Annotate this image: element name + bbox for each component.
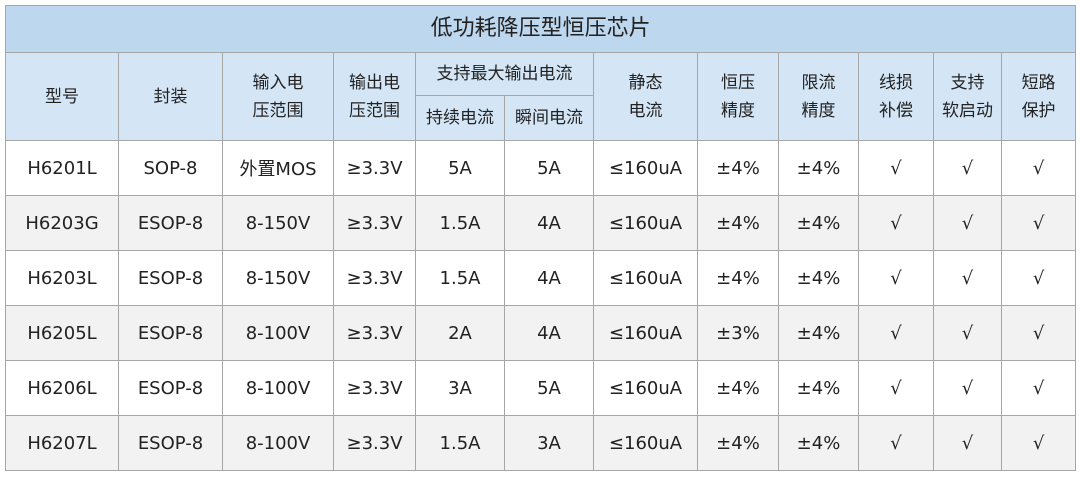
table-cell: 5A xyxy=(415,140,505,196)
data-row: H6203L ESOP-8 8-150V ≥3.3V 1.5A 4A ≤160uA ±4% ±4… xyxy=(5,250,1077,306)
table-cell: ≤160uA xyxy=(593,415,698,471)
table-cell: ESOP-8 xyxy=(118,360,223,416)
table-cell: ESOP-8 xyxy=(118,415,223,471)
table-cell: 4A xyxy=(504,305,594,361)
table-cell: SOP-8 xyxy=(118,140,223,196)
table-cell: H6201L xyxy=(5,140,119,196)
table-title: 低功耗降压型恒压芯片 xyxy=(4,5,1077,53)
table-cell: √ xyxy=(933,360,1002,416)
header-cell: 输入电 压范围 xyxy=(222,52,334,141)
data-row: H6206L ESOP-8 8-100V ≥3.3V 3A 5A ≤160uA ±4% ±4% √… xyxy=(5,360,1077,416)
header-cell: 静态 电流 xyxy=(593,52,698,141)
table-cell: H6205L xyxy=(5,305,119,361)
header-cell: 恒压 精度 xyxy=(697,52,779,141)
table-cell: H6203G xyxy=(5,195,119,251)
table-cell: ≥3.3V xyxy=(333,195,416,251)
table-cell: √ xyxy=(933,195,1002,251)
header-row: 持续电流 瞬间电流 xyxy=(6,95,1076,141)
table-cell: √ xyxy=(1000,140,1077,196)
header-cell: 持续电流 xyxy=(415,95,505,141)
table-cell: ESOP-8 xyxy=(118,195,223,251)
table-cell: ±4% xyxy=(697,195,779,251)
table-cell: 4A xyxy=(504,250,594,306)
table-cell: ESOP-8 xyxy=(118,305,223,361)
table-cell: √ xyxy=(858,250,934,306)
table-cell: ±4% xyxy=(778,360,859,416)
table-cell: √ xyxy=(858,415,934,471)
table-cell: 8-150V xyxy=(222,250,334,306)
table-cell: ±3% xyxy=(697,305,779,361)
table-cell: 4A xyxy=(504,195,594,251)
table-cell: ≥3.3V xyxy=(333,305,416,361)
header-cell: 型号 xyxy=(5,52,119,141)
table-cell: √ xyxy=(1000,195,1077,251)
header-row: 型号 封装 输入电 压范围 输出电 压范围 支持最大输出电流 静态 电流 恒压 精度 限流 精… xyxy=(5,52,1077,141)
table-cell: √ xyxy=(1000,305,1077,361)
table-cell: ±4% xyxy=(778,195,859,251)
table-cell: H6207L xyxy=(5,415,119,471)
header-cell: 支持 软启动 xyxy=(933,52,1002,141)
table-cell: ≤160uA xyxy=(593,305,698,361)
table-cell: √ xyxy=(933,415,1002,471)
table-cell: 8-100V xyxy=(222,415,334,471)
table-cell: √ xyxy=(858,140,934,196)
table-cell: 1.5A xyxy=(415,415,505,471)
table-cell: ≥3.3V xyxy=(333,415,416,471)
table-cell: 3A xyxy=(504,415,594,471)
header-cell: 封装 xyxy=(118,52,223,141)
table-cell: ESOP-8 xyxy=(118,250,223,306)
table-cell: 8-100V xyxy=(222,305,334,361)
table-cell: ≥3.3V xyxy=(333,360,416,416)
table-cell: 外置MOS xyxy=(222,140,334,196)
header-cell: 瞬间电流 xyxy=(504,95,594,141)
table-cell: 2A xyxy=(415,305,505,361)
table-cell: √ xyxy=(1000,415,1077,471)
table-cell: ±4% xyxy=(697,250,779,306)
table-cell: √ xyxy=(933,250,1002,306)
header-cell: 线损 补偿 xyxy=(858,52,934,141)
spec-table: 低功耗降压型恒压芯片 型号 封装 输入电 压范围 输出电 压范围 支持最大输出电流 静态 … xyxy=(4,5,1077,471)
table-cell: ±4% xyxy=(778,250,859,306)
table-cell: ±4% xyxy=(778,140,859,196)
table-cell: 1.5A xyxy=(415,250,505,306)
table-cell: √ xyxy=(858,360,934,416)
table-cell: ±4% xyxy=(778,415,859,471)
table-cell: ≥3.3V xyxy=(333,140,416,196)
data-row: H6207L ESOP-8 8-100V ≥3.3V 1.5A 3A ≤160uA ±4% ±4… xyxy=(5,415,1077,471)
table-cell: ±4% xyxy=(778,305,859,361)
header-cell: 短路 保护 xyxy=(1000,52,1077,141)
table-cell: ±4% xyxy=(697,360,779,416)
data-row: H6203G ESOP-8 8-150V ≥3.3V 1.5A 4A ≤160uA ±4% ±4… xyxy=(5,195,1077,251)
table-cell: √ xyxy=(1000,360,1077,416)
table-cell: ±4% xyxy=(697,140,779,196)
table-cell: H6206L xyxy=(5,360,119,416)
table-cell: √ xyxy=(1000,250,1077,306)
table-cell: √ xyxy=(858,305,934,361)
table-cell: ≤160uA xyxy=(593,250,698,306)
table-cell: 1.5A xyxy=(415,195,505,251)
table-cell: 5A xyxy=(504,140,594,196)
table-cell: ≤160uA xyxy=(593,140,698,196)
table-cell: ±4% xyxy=(697,415,779,471)
table-cell: √ xyxy=(933,140,1002,196)
table-cell: ≤160uA xyxy=(593,195,698,251)
table-cell: 8-150V xyxy=(222,195,334,251)
table-cell: √ xyxy=(933,305,1002,361)
table-cell: √ xyxy=(858,195,934,251)
header-group: 支持最大输出电流 xyxy=(415,52,594,96)
table-cell: ≤160uA xyxy=(593,360,698,416)
table-cell: 3A xyxy=(415,360,505,416)
header-cell: 限流 精度 xyxy=(778,52,859,141)
table-cell: ≥3.3V xyxy=(333,250,416,306)
table-cell: 5A xyxy=(504,360,594,416)
header-cell: 输出电 压范围 xyxy=(333,52,416,141)
data-row: H6201L SOP-8 外置MOS ≥3.3V 5A 5A ≤160uA ±4% ±4% √ √ √ xyxy=(5,140,1077,196)
table-cell: H6203L xyxy=(5,250,119,306)
table-cell: 8-100V xyxy=(222,360,334,416)
data-row: H6205L ESOP-8 8-100V ≥3.3V 2A 4A ≤160uA ±3% ±4% √… xyxy=(5,305,1077,361)
